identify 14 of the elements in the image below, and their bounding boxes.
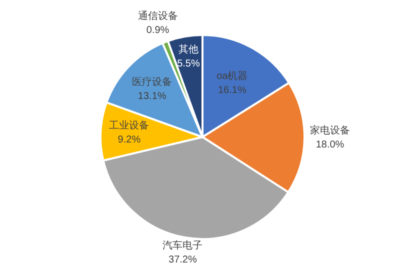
slice-label: 其他 <box>178 43 198 56</box>
slice-label: 家电设备 <box>310 124 350 137</box>
slice-label: 工业设备 <box>109 120 150 132</box>
slice-label: 汽车电子 <box>162 239 203 252</box>
data-label: 18.0% <box>316 140 344 151</box>
data-label: 9.2% <box>118 134 141 146</box>
data-label: 13.1% <box>138 91 166 102</box>
slice-label: 通信设备 <box>138 10 178 22</box>
data-label: 5.5% <box>177 58 200 70</box>
data-label: 16.1% <box>218 85 246 96</box>
data-label: 0.9% <box>146 24 170 36</box>
slice-label: oa机器 <box>216 70 248 82</box>
data-label: 37.2% <box>168 254 197 266</box>
slice-label: 医疗设备 <box>132 76 172 88</box>
